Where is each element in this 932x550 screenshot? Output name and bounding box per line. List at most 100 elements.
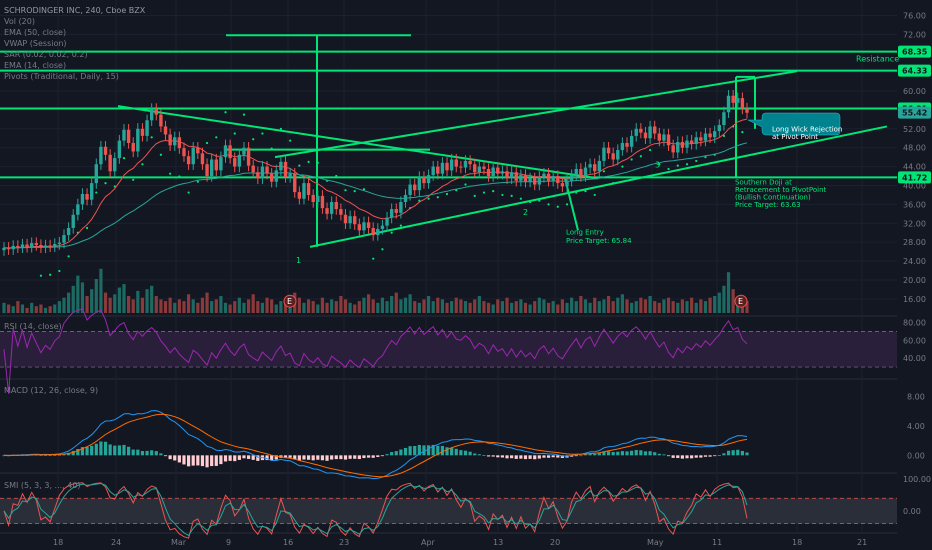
candle-body xyxy=(463,160,468,168)
volume-bar xyxy=(94,279,98,313)
volume-bar xyxy=(191,299,195,313)
macd-histogram-bar xyxy=(657,453,661,456)
volume-bar xyxy=(237,297,241,313)
macd-histogram-bar xyxy=(699,455,703,458)
sar-dot xyxy=(150,136,153,139)
sar-dot xyxy=(95,191,98,194)
candle-body xyxy=(657,133,662,141)
price-tick-label: 60.00 xyxy=(903,87,926,96)
macd-histogram-bar xyxy=(219,455,223,465)
candle-body xyxy=(113,158,117,172)
grid xyxy=(0,0,897,534)
candle-body xyxy=(454,159,458,167)
macd-histogram-bar xyxy=(643,451,648,456)
macd-histogram-bar xyxy=(394,451,398,456)
rsi-label: RSI (14, close) xyxy=(4,322,62,331)
volume-bar xyxy=(25,307,29,313)
macd-histogram-bar xyxy=(482,455,486,456)
candle-body xyxy=(519,175,523,181)
candle-body xyxy=(246,147,251,166)
candle-body xyxy=(593,164,597,172)
volume-bar xyxy=(103,292,108,313)
sar-dot xyxy=(362,188,366,191)
macd-histogram-bar xyxy=(616,451,620,456)
candle-body xyxy=(477,166,482,173)
macd-histogram-bar xyxy=(163,455,168,457)
macd-histogram-bar xyxy=(210,455,214,467)
macd-histogram-bar xyxy=(496,455,500,458)
volume-bar xyxy=(694,302,698,313)
volume-bar xyxy=(168,297,172,313)
candle-body xyxy=(6,247,11,250)
candle-body xyxy=(311,194,315,203)
price-badge-label: 68.35 xyxy=(902,48,928,57)
sar-dot xyxy=(205,141,209,145)
sar-dot xyxy=(224,111,227,114)
candle-body xyxy=(136,128,140,152)
rsi-tick-label: 60.00 xyxy=(903,336,926,345)
candle-body xyxy=(53,244,57,247)
smi-band xyxy=(0,498,897,524)
candle-body xyxy=(11,245,15,250)
sar-dot xyxy=(141,163,144,166)
candle-body xyxy=(122,129,126,141)
sar-dot xyxy=(399,224,402,227)
callout-bubble xyxy=(747,112,841,136)
volume-bar xyxy=(482,301,486,313)
sar-dot xyxy=(242,113,246,116)
candle-body xyxy=(233,158,237,167)
volume-bar xyxy=(597,301,601,313)
trend-drawings xyxy=(0,34,897,248)
volume-bar xyxy=(408,294,412,313)
candle-body xyxy=(606,147,611,154)
macd-histogram-bar xyxy=(713,455,717,457)
candle-body xyxy=(653,126,657,134)
macd-histogram-bar xyxy=(357,455,361,460)
volume-bar xyxy=(473,299,477,313)
candle-body xyxy=(57,242,62,245)
volume-bar xyxy=(62,297,66,313)
sar-dot xyxy=(49,273,52,276)
macd-histogram-bar xyxy=(731,450,735,456)
macd-histogram-bar xyxy=(339,455,343,460)
volume-bar xyxy=(214,299,218,313)
candle-body xyxy=(99,146,103,165)
sar-dot xyxy=(593,193,596,197)
macd-histogram-bar xyxy=(473,453,477,456)
macd-histogram-bar xyxy=(413,445,417,456)
volume-bar xyxy=(366,294,371,313)
volume-bar xyxy=(306,299,311,313)
volume-bar xyxy=(219,296,223,313)
macd-histogram-bar xyxy=(131,449,135,456)
macd-histogram-bar xyxy=(454,448,458,456)
legend: SCHRODINGER INC, 240, Cboe BZX Vol (20) … xyxy=(4,5,145,82)
volume-bar xyxy=(440,299,445,313)
smi-label: SMI (5, 3, 3, ..., 40) xyxy=(4,481,81,490)
volume-bar xyxy=(703,301,708,313)
macd-histogram-bar xyxy=(685,455,689,459)
macd-histogram-bar xyxy=(542,455,546,458)
price-tick-label: 52.00 xyxy=(903,125,926,134)
volume-bar xyxy=(436,297,440,313)
candle-body xyxy=(71,214,75,228)
candle-body xyxy=(265,166,269,174)
candle-body xyxy=(680,142,685,148)
wave-3-label: 3 xyxy=(655,161,660,170)
macd-histogram-bar xyxy=(653,452,657,456)
sar-dot xyxy=(658,163,661,166)
volume-bar xyxy=(505,297,509,313)
volume-bar xyxy=(228,304,232,313)
macd-histogram-bar xyxy=(445,447,449,456)
macd-histogram-bar xyxy=(634,450,638,456)
volume-bar xyxy=(136,290,140,313)
candle-body xyxy=(168,134,172,146)
candle-body xyxy=(34,243,39,245)
time-tick-label: 13 xyxy=(493,538,503,547)
volume-bar xyxy=(48,306,52,313)
price-tick-label: 48.00 xyxy=(903,144,926,153)
legend-vol: Vol (20) xyxy=(4,17,35,26)
smi-tick-label: 100.00 xyxy=(903,475,931,484)
sar-dot xyxy=(630,158,633,161)
